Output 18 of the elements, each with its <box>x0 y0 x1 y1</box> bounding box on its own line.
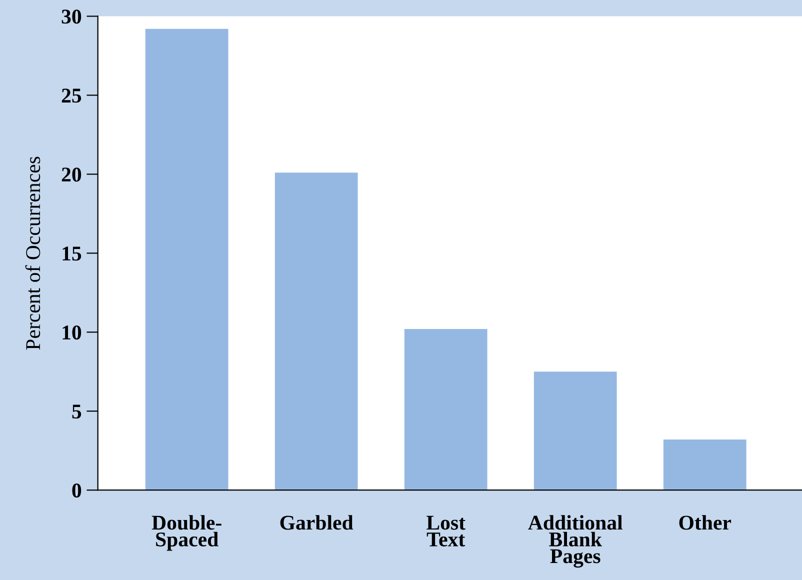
y-tick-label: 25 <box>62 88 82 103</box>
y-tick-label: 10 <box>62 326 82 340</box>
y-tick-label: 20 <box>62 168 82 182</box>
bar <box>663 440 746 490</box>
y-tick-label: 15 <box>62 246 82 261</box>
bar <box>404 328 488 490</box>
y-tick-label: 30 <box>62 10 82 24</box>
y-tick-label: 0 <box>72 483 82 498</box>
bar <box>145 28 228 490</box>
x-tick-label: Other <box>679 515 732 530</box>
bar <box>534 372 617 490</box>
y-tick-label: 5 <box>72 404 82 419</box>
y-axis-title: Percent of Occurrences <box>25 156 40 350</box>
x-tick-label: Garbled <box>280 515 354 530</box>
x-tick-label: Additional Blank Pages <box>528 515 622 568</box>
x-tick-label: Double-Spaced <box>152 515 222 551</box>
bar <box>274 172 358 490</box>
x-tick-label: Lost Text <box>426 516 466 546</box>
